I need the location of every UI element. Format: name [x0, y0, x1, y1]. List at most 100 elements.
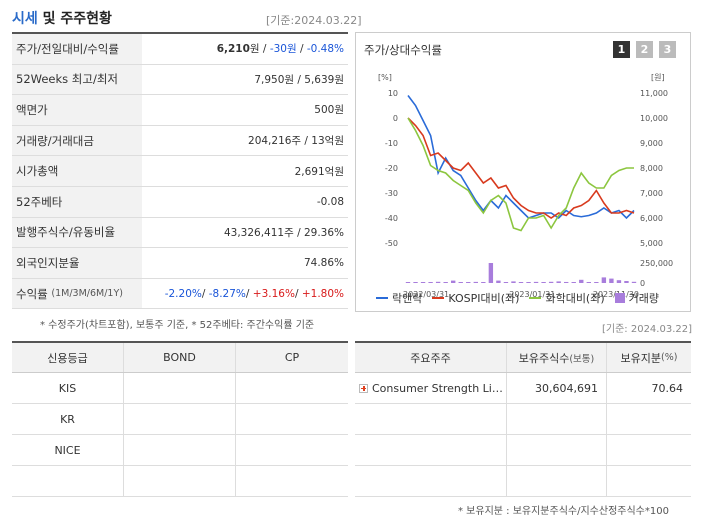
- left-axis-tick: 10: [388, 89, 398, 98]
- shareholder-name-cell[interactable]: Consumer Strength Li…: [355, 373, 507, 403]
- right-axis-tick: 8,000: [640, 164, 663, 173]
- base-date-top: [기준:2024.03.22]: [266, 14, 362, 27]
- chart-base-date: [기준: 2024.03.22]: [602, 324, 693, 335]
- volume-bar: [564, 281, 569, 283]
- section-title-rest: 및 주주현황: [42, 11, 112, 27]
- chart-title: 주가/상대수익률: [364, 43, 442, 57]
- volume-bar: [616, 280, 622, 283]
- price-row-current: 주가/전일대비/수익률 6,210 원 / -30원 / -0.48%: [12, 34, 348, 65]
- legend-item-lockandlock: 락앤락: [376, 290, 422, 306]
- volume-bar: [443, 282, 448, 283]
- legend-line-icon: [432, 297, 445, 299]
- chart-tab-3[interactable]: 3: [659, 41, 676, 58]
- x-axis-label: 2022/03/31: [403, 290, 449, 299]
- volume-bar: [556, 281, 561, 283]
- price-table: 주가/전일대비/수익률 6,210 원 / -30원 / -0.48% 52Wee…: [12, 32, 348, 310]
- price-row-par-value: 액면가 500원: [12, 95, 348, 126]
- volume-bar: [586, 282, 591, 283]
- volume-bar: [518, 282, 524, 283]
- volume-bar: [466, 282, 471, 283]
- left-axis-tick: -50: [385, 239, 398, 248]
- left-axis-tick: -20: [385, 164, 398, 173]
- legend-item-volume: 거래량: [614, 290, 659, 306]
- volume-bar: [541, 282, 546, 283]
- volume-bar: [473, 281, 478, 283]
- volume-bar: [481, 282, 486, 283]
- volume-bar: [496, 280, 501, 283]
- shareholder-table: 주요주주 보유주식수 (보통) 보유지분 (%) Consumer Strength…: [355, 341, 691, 497]
- right-axis-tick: 7,000: [640, 189, 663, 198]
- volume-bar: [511, 281, 516, 283]
- left-axis-tick: -40: [385, 214, 398, 223]
- left-axis-tick: -10: [385, 139, 398, 148]
- right-axis-tick: 11,000: [640, 89, 668, 98]
- price-row-market-cap: 시가총액 2,691억원: [12, 156, 348, 187]
- right-axis-tick: 10,000: [640, 114, 668, 123]
- chart-legend: 락앤락 KOSPI대비(좌) 화학대비(좌) 거래량: [376, 290, 659, 306]
- shareholder-table-header: 주요주주 보유주식수 (보통) 보유지분 (%): [355, 343, 691, 373]
- volume-bar: [571, 282, 576, 283]
- table-row: Consumer Strength Li… 30,604,691 70.64: [355, 373, 691, 404]
- price-row-beta: 52주베타 -0.08: [12, 186, 348, 218]
- price-row-shares: 발행주식수/유동비율 43,326,411주 / 29.36%: [12, 217, 348, 249]
- left-axis-unit: [%]: [378, 73, 392, 82]
- price-label: 주가/전일대비/수익률: [12, 34, 142, 64]
- series-line-0: [407, 95, 635, 220]
- 52weeks-value: 7,950원 / 5,639원: [254, 73, 344, 86]
- x-axis-label: 2023/01/31: [509, 290, 555, 299]
- volume-bar: [458, 282, 463, 283]
- volume-bar: [503, 282, 509, 283]
- volume-axis-tick: 250,000: [640, 259, 673, 268]
- shareholder-pct: 70.64: [651, 381, 684, 395]
- series-line-2: [407, 117, 634, 232]
- legend-item-kospi: KOSPI대비(좌): [432, 290, 519, 306]
- expand-plus-icon[interactable]: [359, 383, 368, 393]
- volume-axis-tick: 0: [640, 279, 645, 288]
- right-axis-unit: [원]: [651, 73, 665, 82]
- shareholder-note: * 보유지분 : 보유지분주식수/지수산정주식수*100: [458, 506, 669, 517]
- table-row: [355, 435, 691, 466]
- right-axis-tick: 5,000: [640, 239, 663, 248]
- table-row: KR: [12, 404, 348, 435]
- shares-value: 43,326,411주 / 29.36%: [223, 226, 344, 239]
- volume-bar: [594, 282, 599, 283]
- chart-tab-2[interactable]: 2: [636, 41, 653, 58]
- volume-bar: [548, 281, 554, 283]
- volume-bar: [488, 263, 494, 283]
- right-axis-tick: 6,000: [640, 214, 663, 223]
- credit-table-header: 신용등급 BOND CP: [12, 343, 348, 373]
- price-rate: -0.48%: [306, 42, 344, 55]
- price-unit: 원: [249, 43, 260, 56]
- price-change: -30원: [269, 43, 297, 56]
- shareholder-name: Consumer Strength Li…: [372, 381, 503, 395]
- market-cap-value: 2,691억원: [294, 165, 344, 178]
- volume-bar: [405, 282, 411, 283]
- volume-bar: [533, 281, 539, 283]
- table-row: [12, 466, 348, 497]
- left-axis-tick: -30: [385, 189, 398, 198]
- price-value: 6,210 원 / -30원 / -0.48%: [216, 42, 344, 56]
- volume-bar: [624, 281, 629, 283]
- price-row-returns: 수익률 (1M/3M/6M/1Y) -2.20% / -8.27% / +3.16%…: [12, 278, 348, 310]
- left-axis-tick: 0: [393, 114, 398, 123]
- volume-bar: [428, 282, 433, 283]
- chart-panel: 주가/상대수익률 1 2 3 [%] [원] 10 0 -10 -20 -30 -40 -5…: [355, 32, 691, 312]
- table-row: [355, 404, 691, 435]
- par-value: 500원: [314, 104, 344, 117]
- legend-line-icon: [529, 297, 542, 299]
- shareholder-shares: 30,604,691: [507, 373, 607, 403]
- section-title: 시세 및 주주현황: [12, 8, 112, 28]
- foreign-value: 74.86%: [303, 256, 344, 269]
- price-row-52weeks: 52Weeks 최고/최저 7,950원 / 5,639원: [12, 64, 348, 96]
- volume-bar: [435, 281, 441, 283]
- returns-value: -2.20% / -8.27% / +3.16% / +1.80%: [164, 287, 344, 300]
- chart-tab-1[interactable]: 1: [613, 41, 630, 58]
- table-row: [355, 466, 691, 497]
- volume-bar: [579, 279, 584, 283]
- volume-value: 204,216주 / 13억원: [248, 135, 344, 148]
- legend-box-icon: [614, 293, 625, 303]
- credit-table: 신용등급 BOND CP KIS KR NICE: [12, 341, 348, 497]
- beta-value: -0.08: [316, 195, 344, 208]
- volume-bar: [609, 278, 614, 283]
- price-chart: [%] [원] 10 0 -10 -20 -30 -40 -50 11,000 10,000 9,…: [378, 73, 673, 299]
